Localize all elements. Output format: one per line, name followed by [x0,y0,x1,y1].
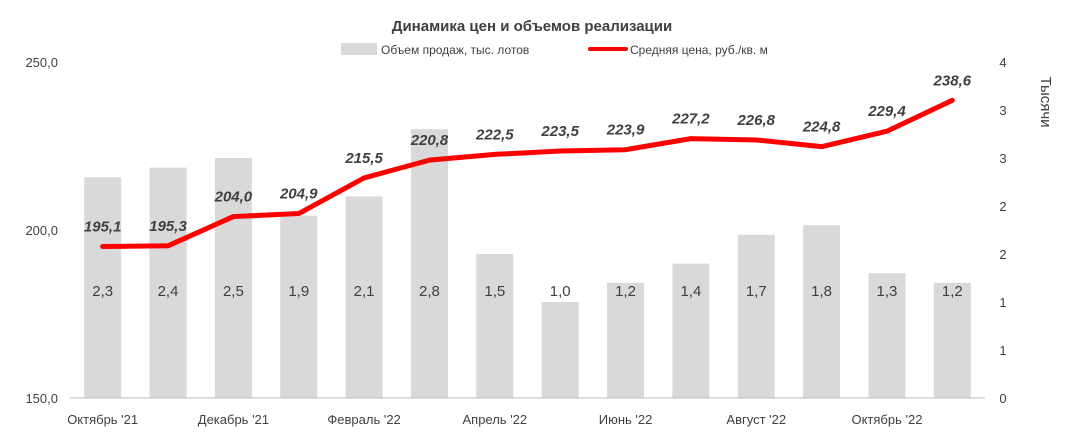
bar-value-label: 1,5 [484,283,505,300]
line-value-label: 222,5 [475,126,514,143]
bar-value-label: 1,3 [877,283,898,300]
bar-value-label: 2,5 [223,283,244,300]
x-tick-label: Октябрь '21 [67,412,138,427]
bar [149,167,187,398]
bar-value-label: 1,2 [615,283,636,300]
y-right-tick-label: 2 [999,199,1006,214]
bar [933,282,971,398]
bar-value-label: 1,0 [550,283,571,300]
x-tick-label: Июнь '22 [599,412,653,427]
bar [607,282,645,398]
line-value-labels: 195,1 195,3 204,0 204,9 215,5 220,8 222,5 223,5… [84,72,972,235]
chart-title: Динамика цен и объемов реализации [392,18,672,35]
bar-value-label: 1,2 [942,283,963,300]
line-value-label: 204,0 [214,189,253,206]
y-right-tick-label: 0 [999,391,1006,406]
line-value-label: 220,8 [410,132,449,149]
x-tick-label: Октябрь '22 [851,412,922,427]
x-axis: Октябрь '21 Декабрь '21 Февраль '22 Апрель … [67,397,985,427]
line-value-label: 195,1 [84,218,122,235]
line-value-label: 223,5 [540,123,579,140]
bar [541,302,579,398]
legend-bar-label: Объем продаж, тыс. лотов [381,43,529,57]
x-tick-label: Апрель '22 [462,412,527,427]
y-left-tick-label: 250,0 [25,55,58,70]
bar-value-label: 2,4 [158,283,179,300]
line-value-label: 204,9 [279,186,318,203]
bar [410,129,448,398]
line-value-label: 223,9 [606,122,645,139]
bar-value-label: 1,8 [811,283,832,300]
line-value-label: 224,8 [802,119,841,136]
bar-value-label: 1,9 [288,283,309,300]
y-right-tick-label: 3 [999,103,1006,118]
bar-value-label: 1,4 [680,283,701,300]
bar [737,234,775,398]
bar-value-label: 2,1 [354,283,375,300]
line-value-label: 215,5 [344,150,383,167]
line-value-label: 229,4 [867,103,906,120]
bar [214,158,252,398]
x-tick-label: Декабрь '21 [198,412,269,427]
line-value-label: 227,2 [671,111,710,128]
bar-series [84,129,971,398]
y-right-tick-label: 2 [999,247,1006,262]
y-left-tick-label: 150,0 [25,391,58,406]
bar-value-label: 2,8 [419,283,440,300]
bar [84,177,122,398]
y-left-tick-label: 200,0 [25,223,58,238]
bar-value-label: 1,7 [746,283,767,300]
y-axis-left: 150,0 200,0 250,0 [25,55,58,406]
line-value-label: 195,3 [149,218,187,235]
y-right-tick-label: 4 [999,55,1006,70]
x-tick-label: Август '22 [726,412,786,427]
line-value-label: 226,8 [736,112,775,129]
price-line [100,97,955,249]
legend: Объем продаж, тыс. лотов Средняя цена, р… [341,43,768,57]
y-axis-right: 0 1 1 2 2 3 3 4 [999,55,1006,406]
bar [803,225,841,398]
y-right-tick-label: 1 [999,343,1006,358]
line-series [100,97,955,249]
line-value-label: 238,6 [933,72,972,89]
bar [476,254,514,398]
y-right-tick-label: 3 [999,151,1006,166]
bar [345,196,383,398]
bar-value-labels: 2,3 2,4 2,5 1,9 2,1 2,8 1,5 1,0 1,2 1,4 1,7 1,8 1,3 1… [92,283,963,300]
bar [672,263,710,398]
y-axis-right-title: Тысячи [1037,76,1054,127]
legend-bar-swatch [341,43,377,55]
bar [280,215,318,398]
bar [868,273,906,398]
bar-value-label: 2,3 [92,283,113,300]
legend-line-label: Средняя цена, руб./кв. м [630,43,768,57]
x-tick-label: Февраль '22 [327,412,400,427]
y-right-tick-label: 1 [999,295,1006,310]
